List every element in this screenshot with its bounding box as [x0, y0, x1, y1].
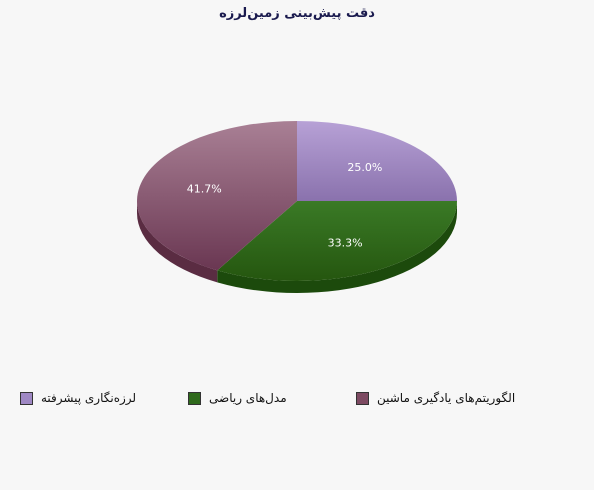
legend-item-machine-learning: الگوریتم‌های یادگیری ماشین — [356, 388, 515, 408]
legend-label: الگوریتم‌های یادگیری ماشین — [377, 391, 516, 405]
legend-item-mathematical-models: مدل‌های ریاضی — [188, 388, 287, 408]
pie-slice-advanced-seismography — [297, 121, 457, 201]
legend-swatch — [188, 391, 201, 405]
pie-slice-side-machine-learning — [137, 201, 218, 283]
pie-slice-machine-learning — [137, 121, 297, 271]
legend-swatch — [20, 391, 33, 405]
legend-swatch — [356, 391, 369, 405]
legend-label: لرزه‌نگاری پیشرفته — [41, 391, 137, 405]
pie-slice-side-mathematical-models — [217, 201, 457, 293]
slice-value-label: 41.7% — [187, 183, 222, 196]
slice-value-label: 33.3% — [328, 237, 363, 250]
slice-value-label: 25.0% — [347, 161, 382, 174]
legend-label: مدل‌های ریاضی — [209, 391, 287, 405]
legend-item-advanced-seismography: لرزه‌نگاری پیشرفته — [20, 388, 136, 408]
chart-title: دقت پیش‌بینی زمین‌لرزه — [219, 6, 375, 21]
pie-slice-mathematical-models — [217, 201, 457, 281]
